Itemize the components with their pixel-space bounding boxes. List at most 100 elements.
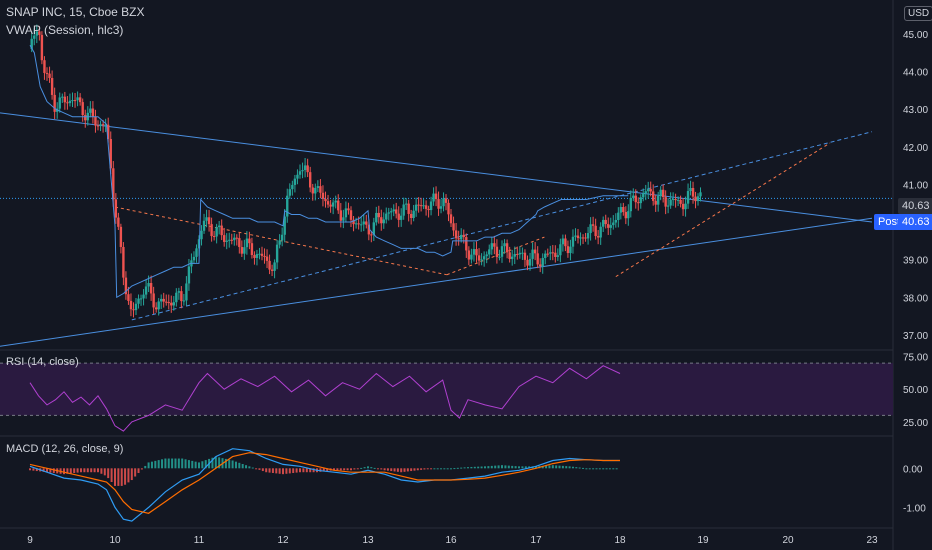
candle-body bbox=[564, 238, 567, 247]
candle-body bbox=[661, 189, 665, 198]
macd-histogram-bar bbox=[403, 468, 406, 472]
candle-body bbox=[217, 225, 221, 228]
candle-body bbox=[268, 260, 271, 270]
candle-body bbox=[210, 224, 213, 237]
macd-histogram-bar bbox=[370, 467, 373, 469]
macd-histogram-bar bbox=[167, 458, 170, 469]
candle-body bbox=[619, 207, 623, 213]
macd-histogram-bar bbox=[592, 468, 595, 470]
candle-body bbox=[516, 254, 519, 256]
candle-body bbox=[76, 97, 79, 101]
candle-body bbox=[409, 213, 413, 218]
candle-body bbox=[109, 138, 112, 169]
macd-histogram-bar bbox=[154, 460, 157, 469]
candle-body bbox=[35, 31, 38, 36]
macd-y-tick-label: 0.00 bbox=[903, 464, 923, 475]
candle-body bbox=[676, 199, 680, 201]
candle-body bbox=[170, 302, 173, 306]
last-price-badge: 40.63 bbox=[898, 198, 932, 214]
macd-histogram-bar bbox=[558, 465, 561, 469]
macd-histogram-bar bbox=[456, 467, 459, 469]
macd-histogram-bar bbox=[35, 468, 38, 472]
macd-histogram-bar bbox=[124, 468, 127, 485]
macd-histogram-bar bbox=[484, 466, 486, 469]
macd-histogram-bar bbox=[406, 468, 409, 472]
candle-body bbox=[360, 224, 363, 226]
candle-body bbox=[38, 31, 41, 35]
dashed-channel-line bbox=[131, 131, 873, 321]
currency-button[interactable]: USD bbox=[904, 6, 932, 21]
candle-body bbox=[362, 221, 365, 225]
post-market-label: Post bbox=[874, 214, 905, 230]
candle-body bbox=[275, 244, 279, 263]
macd-histogram-bar bbox=[555, 465, 558, 469]
candle-body bbox=[207, 217, 211, 225]
macd-histogram-bar bbox=[191, 460, 194, 469]
macd-histogram-bar bbox=[346, 468, 349, 471]
candle-body bbox=[642, 193, 645, 198]
macd-histogram-bar bbox=[470, 466, 473, 469]
candle-body bbox=[465, 237, 468, 251]
macd-histogram-bar bbox=[518, 466, 520, 469]
candle-body bbox=[309, 172, 312, 188]
macd-histogram-bar bbox=[66, 468, 69, 474]
candle-body bbox=[390, 211, 393, 213]
candle-body bbox=[477, 255, 481, 261]
macd-histogram-bar bbox=[137, 468, 140, 473]
candle-body bbox=[617, 212, 620, 220]
candle-body bbox=[521, 252, 524, 254]
candle-body bbox=[533, 249, 537, 254]
dashed-orange-line bbox=[615, 142, 831, 278]
macd-histogram-bar bbox=[214, 456, 217, 469]
macd-line bbox=[29, 448, 620, 522]
rsi-y-tick-label: 75.00 bbox=[903, 353, 928, 364]
x-tick-label: 9 bbox=[27, 535, 33, 546]
macd-histogram-bar bbox=[430, 468, 433, 470]
candle-body bbox=[419, 205, 423, 207]
candle-body bbox=[546, 253, 549, 255]
macd-histogram-bar bbox=[605, 468, 608, 470]
candle-body bbox=[195, 248, 198, 257]
macd-histogram-bar bbox=[615, 468, 618, 470]
candle-body bbox=[71, 100, 74, 102]
candle-body bbox=[569, 246, 572, 254]
candle-body bbox=[283, 216, 286, 235]
macd-histogram-bar bbox=[440, 468, 443, 470]
candle-body bbox=[149, 283, 153, 294]
candle-body bbox=[452, 223, 455, 231]
macd-histogram-bar bbox=[497, 465, 500, 469]
candle-body bbox=[280, 234, 284, 241]
candle-body bbox=[45, 72, 49, 74]
candle-body bbox=[319, 186, 322, 193]
candle-body bbox=[439, 206, 443, 209]
x-tick-label: 10 bbox=[109, 535, 121, 546]
candle-body bbox=[684, 203, 687, 210]
macd-histogram-bar bbox=[582, 467, 585, 469]
candle-body bbox=[654, 200, 657, 205]
macd-histogram-bar bbox=[302, 468, 305, 473]
candle-body bbox=[205, 217, 208, 221]
macd-histogram-bar bbox=[598, 468, 601, 470]
candle-body bbox=[462, 234, 465, 238]
candle-body bbox=[414, 204, 418, 211]
candle-body bbox=[500, 246, 504, 257]
candle-body bbox=[444, 198, 448, 203]
candle-body bbox=[427, 208, 430, 211]
candle-body bbox=[40, 34, 44, 61]
macd-histogram-bar bbox=[52, 468, 55, 473]
candle-body bbox=[544, 253, 547, 258]
descending-trendline bbox=[0, 112, 873, 223]
macd-histogram-bar bbox=[198, 462, 200, 469]
candle-body bbox=[167, 302, 170, 304]
candle-body bbox=[609, 225, 612, 228]
x-tick-label: 19 bbox=[697, 535, 709, 546]
candle-body bbox=[375, 212, 378, 223]
candle-body bbox=[681, 203, 685, 210]
candle-body bbox=[212, 236, 216, 238]
macd-histogram-bar bbox=[174, 458, 177, 469]
candle-body bbox=[367, 224, 371, 235]
macd-histogram-bar bbox=[363, 467, 366, 469]
candle-body bbox=[331, 202, 335, 207]
macd-histogram-bar bbox=[390, 468, 393, 472]
